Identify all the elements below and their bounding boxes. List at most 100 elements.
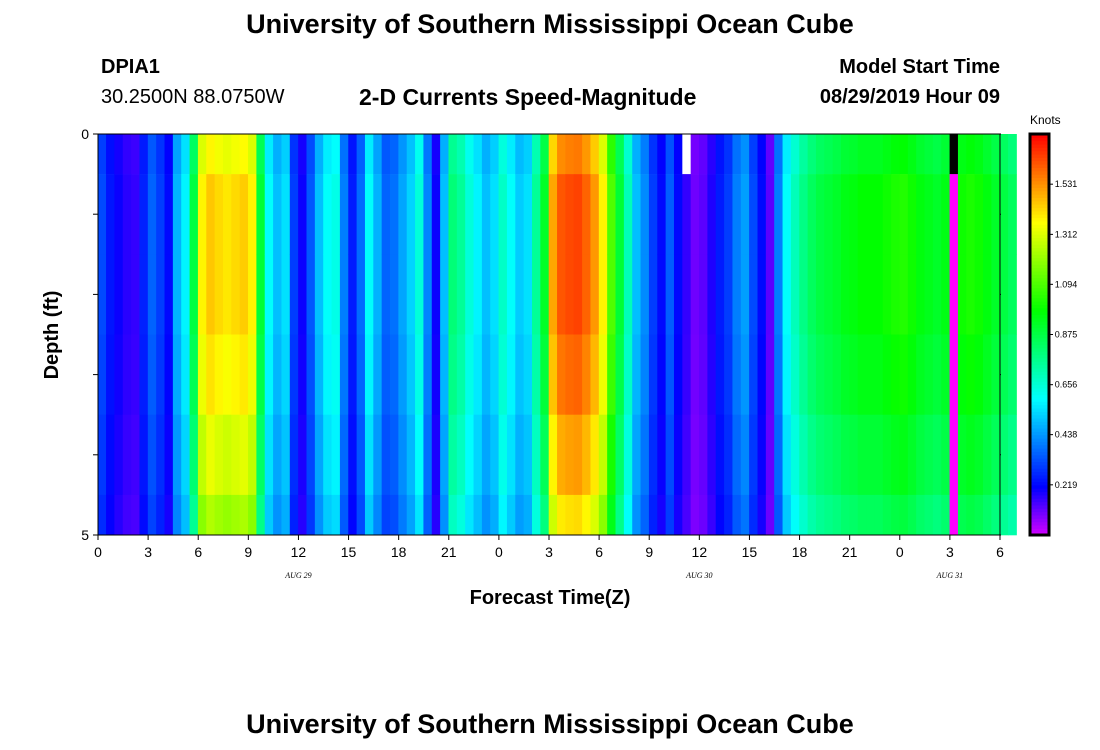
heatmap-cell [214, 414, 224, 496]
heatmap-cell [473, 334, 483, 415]
heatmap-cell [448, 134, 458, 175]
heatmap-cell [331, 174, 341, 255]
heatmap-cell [381, 174, 391, 255]
colorbar-tick-label: 1.312 [1055, 229, 1078, 239]
heatmap-cell [590, 494, 600, 536]
heatmap-cell [406, 134, 416, 175]
heatmap-cell [983, 414, 992, 496]
colorbar-segment [1030, 200, 1049, 205]
heatmap-cell [815, 334, 825, 415]
heatmap-cell [573, 414, 583, 496]
heatmap-cell [131, 334, 140, 415]
heatmap-cell [623, 494, 633, 536]
heatmap-cell [222, 414, 232, 496]
colorbar-segment [1030, 284, 1049, 289]
heatmap-cell [106, 254, 115, 335]
heatmap-cell [339, 134, 349, 175]
heatmap-cell [515, 254, 525, 335]
heatmap-cell [498, 134, 508, 175]
heatmap-cell [849, 254, 859, 335]
heatmap-cell [782, 414, 792, 496]
heatmap-cell [273, 174, 282, 255]
heatmap-cell [481, 334, 491, 415]
heatmap-cell [390, 174, 399, 255]
heatmap-cell [740, 494, 750, 536]
heatmap-cell [122, 414, 132, 496]
heatmap-cell [699, 134, 708, 175]
colorbar-segment [1030, 167, 1049, 172]
colorbar-segment [1030, 404, 1049, 409]
colorbar-segment [1030, 267, 1049, 272]
heatmap-cell [782, 134, 792, 175]
heatmap-cell [298, 174, 307, 255]
colorbar-segment [1030, 444, 1049, 449]
heatmap-cell [456, 334, 466, 415]
heatmap-cell [974, 494, 984, 536]
heatmap-cell [590, 174, 600, 255]
heatmap-cell [139, 174, 149, 255]
heatmap-cell [774, 494, 783, 536]
heatmap-cell [657, 134, 667, 175]
heatmap-cell [181, 494, 191, 536]
colorbar-segment [1030, 364, 1049, 369]
heatmap-cell [106, 174, 115, 255]
heatmap-cell [715, 414, 725, 496]
heatmap-cell [632, 334, 642, 415]
heatmap-cell [732, 414, 742, 496]
heatmap-cell [406, 494, 416, 536]
heatmap-cell [473, 254, 483, 335]
heatmap-cell [298, 254, 307, 335]
heatmap-cell [172, 174, 182, 255]
heatmap-cell [590, 334, 600, 415]
colorbar-segment [1030, 314, 1049, 319]
x-tick-label: 0 [495, 544, 503, 560]
heatmap-cell [473, 414, 483, 496]
heatmap-cell [765, 334, 775, 415]
heatmap-cell [515, 494, 525, 536]
heatmap-cell [715, 134, 725, 175]
heatmap-cell [749, 174, 758, 255]
heatmap-cell [373, 494, 383, 536]
heatmap-cell [866, 414, 875, 496]
heatmap-cell [289, 174, 299, 255]
heatmap-cell [97, 414, 107, 496]
heatmap-cell [139, 254, 149, 335]
colorbar-segment [1030, 414, 1049, 419]
heatmap-cell [966, 134, 976, 175]
heatmap-cell [824, 254, 834, 335]
heatmap-cell [214, 254, 224, 335]
heatmap-cell [824, 134, 834, 175]
heatmap-cell [707, 494, 717, 536]
heatmap-cell [548, 334, 558, 415]
heatmap-cell [415, 134, 424, 175]
heatmap-cell [323, 254, 332, 335]
heatmap-cell [306, 254, 316, 335]
heatmap-cell [582, 134, 591, 175]
colorbar-tick-label: 0.656 [1055, 380, 1078, 390]
colorbar-segment [1030, 494, 1049, 499]
colorbar-segment [1030, 337, 1049, 342]
heatmap-cell [941, 134, 951, 175]
station-id: DPIA1 [101, 56, 160, 78]
heatmap-cell [857, 494, 867, 536]
colorbar-segment [1030, 528, 1049, 533]
heatmap-cell [114, 414, 124, 496]
heatmap-cell [598, 134, 608, 175]
heatmap-cell [991, 134, 1001, 175]
heatmap-cell [498, 494, 508, 536]
heatmap-cell [857, 134, 867, 175]
heatmap-cell [607, 414, 616, 496]
heatmap-cell [490, 174, 500, 255]
heatmap-cell [966, 334, 976, 415]
heatmap-cell [164, 254, 174, 335]
heatmap-cell [607, 494, 616, 536]
heatmap-cell [623, 414, 633, 496]
heatmap-cell [289, 254, 299, 335]
heatmap-cell [573, 254, 583, 335]
heatmap-cell [381, 414, 391, 496]
heatmap-cell [757, 174, 767, 255]
heatmap-cell [423, 494, 433, 536]
heatmap-cell [866, 494, 875, 536]
colorbar-segment [1030, 347, 1049, 352]
heatmap-cell [197, 414, 207, 496]
